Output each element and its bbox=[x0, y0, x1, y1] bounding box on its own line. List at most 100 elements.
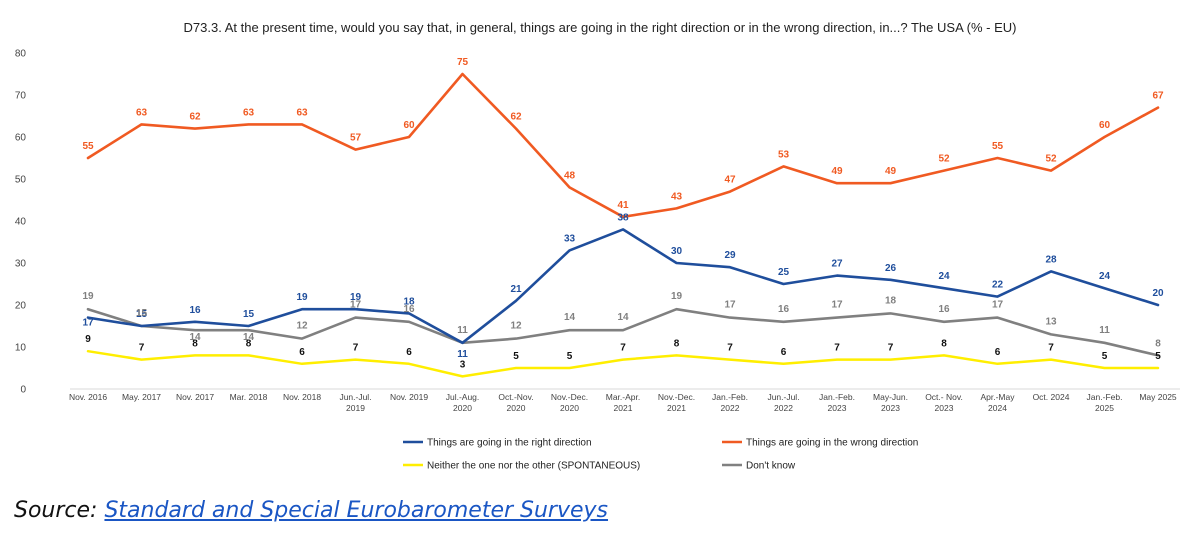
data-label: 17 bbox=[350, 300, 362, 311]
data-label: 49 bbox=[885, 166, 897, 177]
data-label: 55 bbox=[82, 141, 94, 152]
data-label: 28 bbox=[1045, 254, 1057, 265]
data-label: 63 bbox=[296, 107, 308, 118]
data-label: 22 bbox=[992, 280, 1004, 291]
y-tick-label: 10 bbox=[15, 343, 27, 354]
x-tick-label: Apr.-May 2024 bbox=[980, 392, 1015, 413]
x-tick-label: Nov. 2018 bbox=[283, 392, 321, 402]
data-label: 63 bbox=[136, 107, 148, 118]
data-label: 62 bbox=[510, 112, 522, 123]
data-label: 60 bbox=[1099, 120, 1111, 131]
data-label: 48 bbox=[564, 170, 576, 181]
data-label: 53 bbox=[778, 149, 790, 160]
y-axis: 0 10 20 30 40 50 60 70 80 bbox=[15, 49, 27, 396]
legend-label: Don't know bbox=[746, 461, 796, 472]
data-label: 15 bbox=[136, 309, 148, 320]
data-label: 12 bbox=[296, 321, 308, 332]
data-label: 27 bbox=[831, 259, 843, 270]
x-tick-label: Nov. 2019 bbox=[390, 392, 428, 402]
x-tick-label: Nov. 2016 bbox=[69, 392, 107, 402]
data-label: 7 bbox=[620, 343, 626, 354]
data-label: 30 bbox=[671, 246, 683, 257]
data-label: 38 bbox=[617, 212, 629, 223]
x-tick-label: Jul.-Aug. 2020 bbox=[446, 392, 480, 413]
x-tick-label: Oct. 2024 bbox=[1033, 392, 1070, 402]
data-label: 33 bbox=[564, 233, 576, 244]
data-label: 6 bbox=[406, 347, 412, 358]
data-label: 7 bbox=[353, 343, 359, 354]
legend-label: Things are going in the right direction bbox=[427, 438, 592, 449]
data-label: 24 bbox=[938, 271, 950, 282]
data-label: 16 bbox=[189, 305, 201, 316]
x-tick-label: May. 2017 bbox=[122, 392, 161, 402]
series-line-3 bbox=[86, 349, 1160, 378]
data-label: 24 bbox=[1099, 271, 1111, 282]
legend-label: Neither the one nor the other (SPONTANEO… bbox=[427, 461, 640, 472]
data-label: 14 bbox=[189, 332, 201, 343]
series-lines bbox=[86, 72, 1160, 378]
data-label: 3 bbox=[460, 359, 466, 370]
series-line-4 bbox=[86, 307, 1160, 357]
x-axis: Nov. 2016 May. 2017 Nov. 2017 Mar. 2018 Nov.… bbox=[69, 388, 1180, 413]
y-tick-label: 20 bbox=[15, 301, 27, 312]
data-label: 8 bbox=[674, 338, 680, 349]
data-label: 49 bbox=[831, 166, 843, 177]
x-tick-label: Mar. 2018 bbox=[230, 392, 268, 402]
data-label: 25 bbox=[778, 267, 790, 278]
data-label: 6 bbox=[995, 347, 1001, 358]
data-label: 16 bbox=[403, 304, 415, 315]
data-label: 12 bbox=[510, 321, 522, 332]
data-label: 14 bbox=[617, 312, 629, 323]
y-tick-label: 70 bbox=[15, 91, 27, 102]
data-label: 5 bbox=[567, 351, 573, 362]
x-tick-label: Jun.-Jul. 2019 bbox=[339, 392, 371, 413]
x-tick-label: Jun.-Jul. 2022 bbox=[767, 392, 799, 413]
data-label: 17 bbox=[831, 300, 843, 311]
data-label: 19 bbox=[671, 291, 683, 302]
data-label: 5 bbox=[513, 351, 519, 362]
x-tick-label: May 2025 bbox=[1139, 392, 1177, 402]
data-label: 60 bbox=[403, 120, 415, 131]
data-label: 26 bbox=[885, 263, 897, 274]
data-label: 16 bbox=[938, 304, 950, 315]
x-tick-label: Jan.-Feb. 2022 bbox=[712, 392, 748, 413]
x-tick-label: Nov.-Dec. 2020 bbox=[551, 392, 588, 413]
y-tick-label: 30 bbox=[15, 259, 27, 270]
data-label: 43 bbox=[671, 191, 683, 202]
data-label: 20 bbox=[1152, 288, 1164, 299]
data-label: 5 bbox=[1155, 351, 1161, 362]
source-link[interactable]: Standard and Special Eurobarometer Surve… bbox=[104, 498, 609, 523]
x-tick-label: Mar.-Apr. 2021 bbox=[606, 392, 640, 413]
data-label: 16 bbox=[778, 304, 790, 315]
data-label: 17 bbox=[82, 318, 94, 329]
data-label: 7 bbox=[834, 343, 840, 354]
data-label: 29 bbox=[724, 250, 736, 261]
data-label: 5 bbox=[1102, 351, 1108, 362]
data-label: 19 bbox=[296, 292, 308, 303]
data-label: 13 bbox=[1045, 316, 1057, 327]
data-label: 17 bbox=[724, 300, 736, 311]
y-tick-label: 80 bbox=[15, 49, 27, 60]
data-label: 11 bbox=[1099, 325, 1110, 336]
data-label: 15 bbox=[136, 308, 148, 319]
data-label: 7 bbox=[139, 343, 145, 354]
data-label: 57 bbox=[350, 133, 362, 144]
data-label: 7 bbox=[1048, 343, 1054, 354]
x-tick-label: Nov. 2017 bbox=[176, 392, 214, 402]
series-line-1 bbox=[86, 228, 1160, 345]
series-line-2 bbox=[86, 72, 1160, 219]
data-label: 52 bbox=[1045, 154, 1057, 165]
data-label: 8 bbox=[1155, 338, 1161, 349]
data-label: 47 bbox=[724, 175, 736, 186]
data-label: 7 bbox=[727, 343, 733, 354]
data-label: 14 bbox=[243, 332, 255, 343]
data-label: 17 bbox=[992, 300, 1004, 311]
data-label: 52 bbox=[938, 154, 950, 165]
y-tick-label: 0 bbox=[20, 385, 26, 396]
data-label: 6 bbox=[299, 347, 305, 358]
source-note: Source: Standard and Special Eurobaromet… bbox=[14, 498, 608, 523]
data-label: 18 bbox=[885, 295, 897, 306]
x-tick-label: Nov.-Dec. 2021 bbox=[658, 392, 695, 413]
data-label: 62 bbox=[189, 112, 201, 123]
